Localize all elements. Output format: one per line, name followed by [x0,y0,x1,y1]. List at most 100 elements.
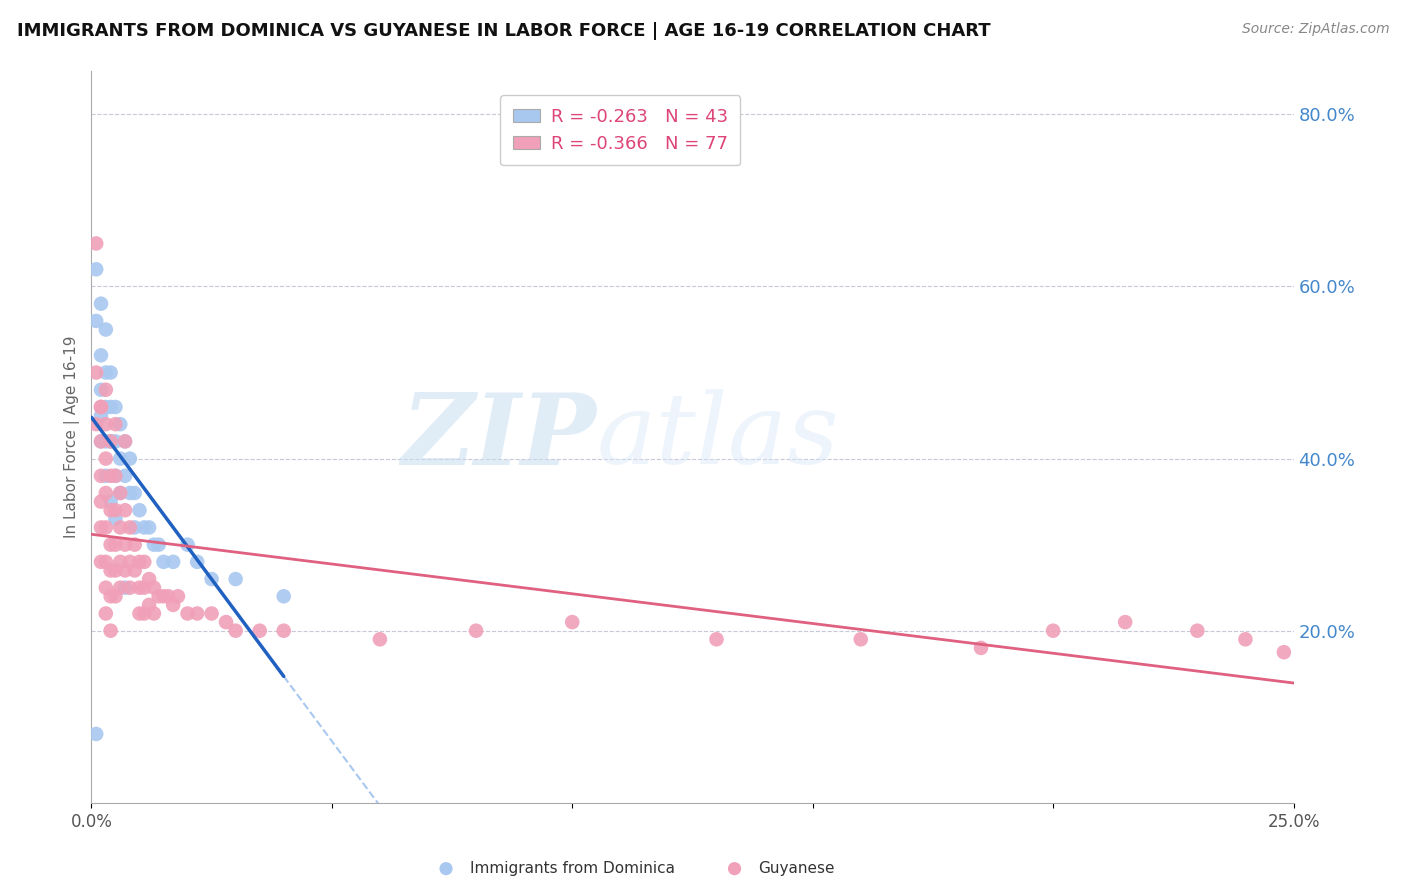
Point [134,607,156,621]
Point [94,366,117,380]
Point [114,503,136,517]
Text: ZIP: ZIP [401,389,596,485]
Point [142,607,165,621]
Y-axis label: In Labor Force | Age 16-19: In Labor Force | Age 16-19 [65,335,80,539]
Point [110,520,132,534]
Point [104,434,127,449]
Point [90,400,112,414]
Point [124,520,146,534]
Point [1114,615,1136,629]
Point [134,520,156,534]
Point [90,494,112,508]
Point [1042,624,1064,638]
Point [84,236,107,251]
Point [94,434,117,449]
Point [201,607,224,621]
Point [90,468,112,483]
Point [90,296,112,310]
Point [100,434,122,449]
Point [110,486,132,500]
Point [706,632,728,647]
Point [215,615,238,629]
Point [249,624,271,638]
Point [142,538,165,552]
Point [148,538,170,552]
Point [114,538,136,552]
Point [176,538,198,552]
Point [110,417,132,432]
Point [84,262,107,277]
Point [162,555,184,569]
Point [100,400,122,414]
Point [104,400,127,414]
Point [114,564,136,578]
Point [110,486,132,500]
Point [84,366,107,380]
Point [104,468,127,483]
Point [90,555,112,569]
Point [167,589,190,603]
Point [148,589,170,603]
Point [100,434,122,449]
Point [186,555,208,569]
Point [124,564,146,578]
Point [1272,645,1295,659]
Point [849,632,872,647]
Point [134,555,156,569]
Point [138,520,160,534]
Point [94,322,117,336]
Point [94,383,117,397]
Point [90,520,112,534]
Point [100,624,122,638]
Point [100,503,122,517]
Point [128,607,150,621]
Point [201,572,224,586]
Point [94,486,117,500]
Point [368,632,391,647]
Point [114,434,136,449]
Point [90,400,112,414]
Point [84,727,107,741]
Point [186,607,208,621]
Point [142,581,165,595]
Point [561,615,583,629]
Point [138,598,160,612]
Point [465,624,488,638]
Point [104,512,127,526]
Point [94,417,117,432]
Point [118,520,141,534]
Point [128,555,150,569]
Point [152,589,174,603]
Point [110,581,132,595]
Point [100,468,122,483]
Point [100,494,122,508]
Point [94,468,117,483]
Text: Source: ZipAtlas.com: Source: ZipAtlas.com [1241,22,1389,37]
Point [90,434,112,449]
Text: Guyanese: Guyanese [759,861,835,876]
Point [970,640,993,655]
Point [94,581,117,595]
Point [1187,624,1209,638]
Point [176,607,198,621]
Point [225,572,247,586]
Point [124,486,146,500]
Text: atlas: atlas [596,390,839,484]
Point [94,555,117,569]
Point [110,451,132,466]
Point [114,434,136,449]
Point [100,538,122,552]
Point [118,581,141,595]
Point [273,624,295,638]
Point [100,366,122,380]
Point [90,348,112,362]
Point [94,451,117,466]
Point [104,468,127,483]
Legend: R = -0.263   N = 43, R = -0.366   N = 77: R = -0.263 N = 43, R = -0.366 N = 77 [501,95,741,165]
Point [118,486,141,500]
Point [114,468,136,483]
Point [94,607,117,621]
Point [104,564,127,578]
Point [104,417,127,432]
Point [152,555,174,569]
